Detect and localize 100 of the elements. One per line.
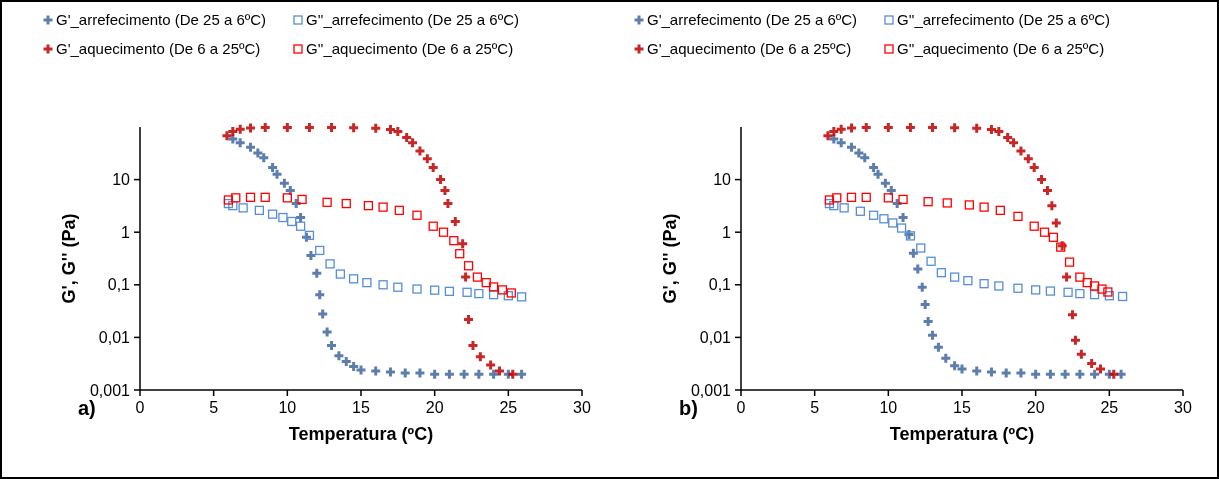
point bbox=[868, 210, 879, 220]
point bbox=[1039, 227, 1050, 237]
point bbox=[896, 223, 907, 233]
point bbox=[1013, 283, 1023, 293]
point bbox=[517, 369, 527, 379]
point bbox=[334, 351, 344, 361]
x-axis-title: Temperatura (ºC) bbox=[889, 424, 1035, 444]
point bbox=[378, 202, 388, 212]
point bbox=[228, 134, 238, 144]
point bbox=[1076, 349, 1086, 359]
point bbox=[880, 178, 890, 188]
point bbox=[824, 195, 835, 205]
point bbox=[254, 205, 264, 216]
point bbox=[272, 169, 282, 179]
point bbox=[259, 153, 269, 163]
point bbox=[1109, 369, 1119, 379]
point bbox=[362, 277, 372, 288]
x-tick-label: 0 bbox=[135, 399, 145, 416]
point bbox=[847, 123, 856, 133]
point bbox=[1031, 285, 1041, 295]
point bbox=[430, 369, 440, 379]
point bbox=[327, 122, 337, 132]
point bbox=[972, 366, 982, 376]
point bbox=[979, 202, 989, 212]
point bbox=[348, 274, 359, 284]
point bbox=[412, 284, 422, 294]
point bbox=[986, 367, 996, 377]
x-tick-label: 20 bbox=[425, 399, 444, 416]
y-tick-label: 0,1 bbox=[708, 276, 732, 294]
point bbox=[861, 192, 871, 202]
point bbox=[428, 221, 438, 231]
point bbox=[923, 317, 933, 327]
point bbox=[325, 259, 335, 269]
legend-label: G''_arrefecimento (De 25 a 6ºC) bbox=[306, 11, 519, 29]
x-axis-title: Temperatura (ºC) bbox=[288, 424, 434, 444]
point bbox=[1097, 284, 1107, 294]
legend-label: G'_arrefecimento (De 25 a 6ºC) bbox=[647, 11, 858, 29]
point bbox=[385, 124, 395, 134]
point bbox=[228, 127, 238, 137]
x-tick-label: 30 bbox=[1174, 399, 1192, 416]
point bbox=[475, 352, 485, 362]
point bbox=[963, 275, 973, 286]
point bbox=[312, 268, 322, 278]
point bbox=[855, 206, 865, 216]
point bbox=[829, 127, 839, 137]
point bbox=[497, 285, 508, 295]
point bbox=[928, 330, 938, 340]
point bbox=[1029, 162, 1039, 172]
point bbox=[936, 268, 947, 278]
point bbox=[1063, 287, 1073, 297]
point bbox=[335, 269, 346, 279]
point bbox=[957, 364, 967, 374]
point bbox=[415, 368, 425, 378]
point bbox=[363, 200, 374, 211]
point bbox=[304, 122, 314, 132]
point bbox=[950, 123, 960, 133]
point bbox=[1087, 358, 1097, 368]
point bbox=[1062, 272, 1072, 282]
point bbox=[1075, 272, 1085, 282]
point bbox=[246, 142, 255, 152]
y-tick-label: 10 bbox=[112, 171, 131, 189]
point bbox=[464, 314, 474, 324]
point bbox=[393, 282, 403, 292]
point bbox=[883, 122, 893, 132]
point bbox=[836, 124, 846, 134]
y-tick-label: 10 bbox=[713, 171, 732, 189]
x-tick-label: 15 bbox=[953, 399, 971, 416]
point bbox=[1009, 138, 1019, 148]
point bbox=[349, 361, 359, 371]
point bbox=[371, 123, 381, 133]
point bbox=[928, 122, 938, 132]
point bbox=[1003, 133, 1013, 143]
point bbox=[1031, 369, 1041, 379]
point bbox=[231, 193, 241, 203]
point bbox=[1001, 368, 1011, 378]
legend-label: G'_aquecimento (De 6 a 25ºC) bbox=[56, 40, 261, 58]
point bbox=[847, 142, 856, 152]
point bbox=[246, 123, 255, 133]
point bbox=[260, 122, 270, 132]
point bbox=[449, 236, 459, 246]
point bbox=[1016, 368, 1026, 378]
point bbox=[508, 369, 518, 379]
point bbox=[986, 124, 996, 134]
text: a) bbox=[78, 397, 96, 419]
x-tick-label: 10 bbox=[879, 399, 898, 416]
point bbox=[438, 227, 449, 237]
legend-label: G''_aquecimento (De 6 a 25ºC) bbox=[306, 40, 514, 58]
point bbox=[846, 192, 857, 202]
point bbox=[898, 194, 908, 205]
point bbox=[869, 162, 879, 172]
legend-label: G'_arrefecimento (De 25 a 6ºC) bbox=[56, 11, 267, 29]
point bbox=[440, 186, 450, 196]
point bbox=[1116, 369, 1126, 379]
point bbox=[245, 192, 256, 202]
point bbox=[1029, 221, 1039, 231]
point bbox=[287, 216, 297, 227]
point bbox=[916, 243, 926, 253]
point bbox=[235, 124, 245, 134]
point bbox=[296, 213, 306, 223]
point bbox=[913, 264, 923, 274]
